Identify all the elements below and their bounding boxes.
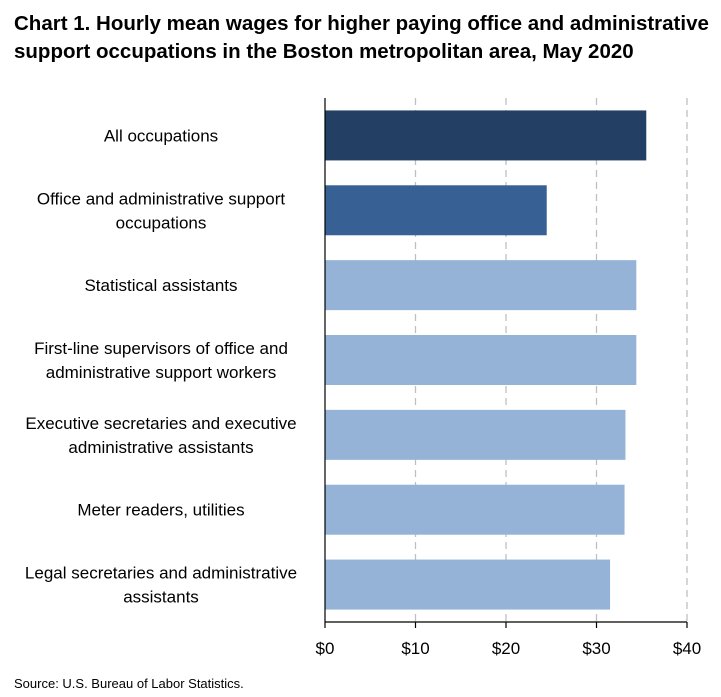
category-label-line: All occupations [104, 126, 218, 145]
chart-title: Chart 1. Hourly mean wages for higher pa… [14, 12, 709, 63]
bar-3 [325, 335, 637, 385]
category-labels: All occupations Office and administrative… [25, 126, 297, 606]
bar-0 [325, 110, 647, 161]
category-label-6: Legal secretaries and administrative assi… [25, 564, 297, 607]
category-label-line: Legal secretaries and administrative [25, 564, 297, 583]
category-label-1: Office and administrative support occupat… [37, 189, 285, 232]
category-label-0: All occupations [104, 126, 218, 145]
source-note: Source: U.S. Bureau of Labor Statistics. [14, 676, 244, 691]
category-label-line: administrative support workers [46, 363, 277, 382]
category-label-line: Statistical assistants [84, 276, 237, 295]
x-tick-label-1: $10 [401, 639, 429, 658]
category-label-5: Meter readers, utilities [77, 501, 244, 520]
x-tick-label-0: $0 [316, 639, 335, 658]
category-label-2: Statistical assistants [84, 276, 237, 295]
category-label-3: First-line supervisors of office and admi… [34, 339, 288, 382]
bar-1 [325, 185, 547, 236]
bar-4 [325, 409, 626, 460]
category-label-line: assistants [123, 588, 199, 607]
bar-5 [325, 484, 625, 535]
category-label-4: Executive secretaries and executive admin… [25, 414, 296, 457]
bar-2 [325, 260, 637, 311]
category-label-line: Executive secretaries and executive [25, 414, 296, 433]
bar-6 [325, 559, 611, 610]
tick-labels: $0 $10 $20 $30 $40 [316, 639, 702, 658]
category-label-line: Meter readers, utilities [77, 501, 244, 520]
x-tick-label-4: $40 [673, 639, 701, 658]
category-label-line: occupations [116, 213, 207, 232]
category-label-line: administrative assistants [68, 438, 253, 457]
category-label-line: Office and administrative support [37, 189, 285, 208]
bars [325, 110, 647, 610]
category-label-line: First-line supervisors of office and [34, 339, 288, 358]
x-tick-label-2: $20 [492, 639, 520, 658]
axes [324, 98, 688, 628]
x-tick-label-3: $30 [582, 639, 610, 658]
